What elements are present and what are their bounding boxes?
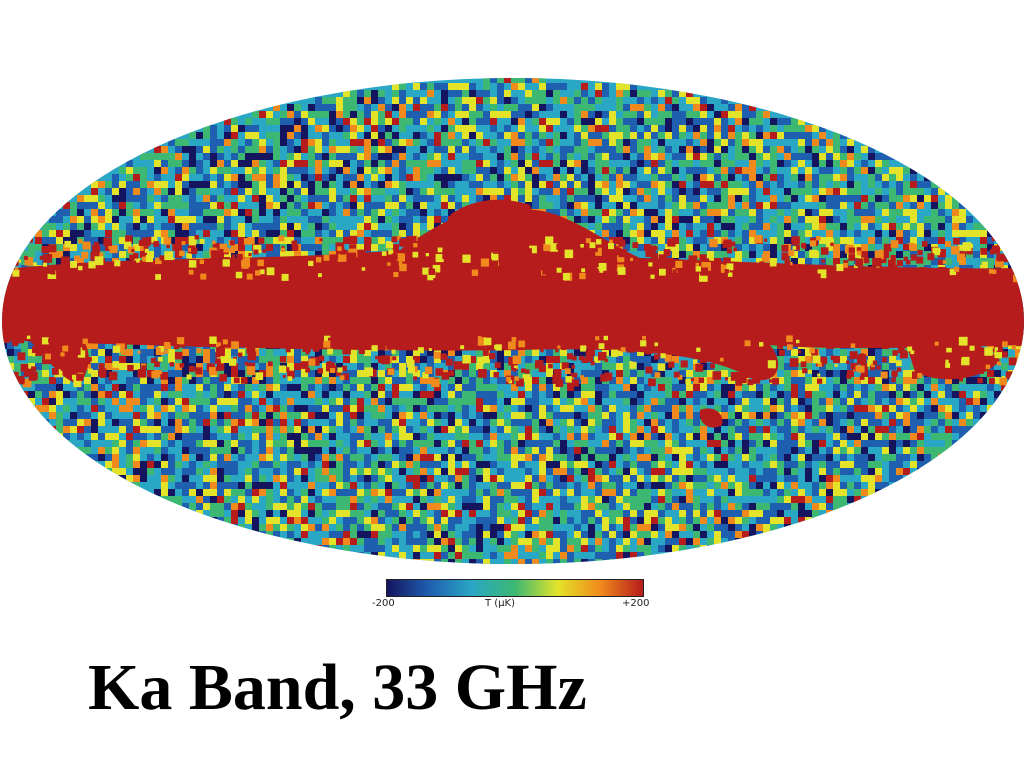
slide-title: Ka Band, 33 GHz	[88, 651, 587, 724]
colorbar-max-label: +200	[622, 598, 650, 609]
sky-temperature-map	[2, 78, 1024, 564]
colorbar-gradient	[386, 579, 644, 597]
colorbar-min-label: -200	[372, 598, 395, 609]
colorbar-unit-label: T (µK)	[485, 598, 516, 609]
colorbar: -200 T (µK) +200	[372, 579, 649, 615]
